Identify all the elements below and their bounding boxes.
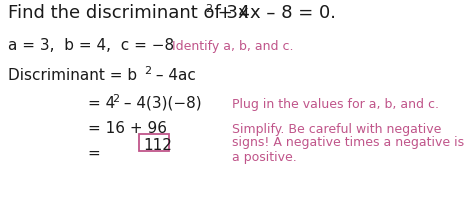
Text: 2: 2 <box>205 4 212 14</box>
Text: signs! A negative times a negative is: signs! A negative times a negative is <box>232 136 464 149</box>
Text: Identify a, b, and c.: Identify a, b, and c. <box>172 40 293 53</box>
Text: 112: 112 <box>143 138 172 153</box>
Text: Plug in the values for a, b, and c.: Plug in the values for a, b, and c. <box>232 98 439 111</box>
Text: 2: 2 <box>144 66 151 76</box>
FancyBboxPatch shape <box>139 134 169 151</box>
Text: = 16 + 96: = 16 + 96 <box>88 121 167 136</box>
Text: – 4(3)(−8): – 4(3)(−8) <box>119 96 201 111</box>
Text: 2: 2 <box>112 94 119 104</box>
Text: a positive.: a positive. <box>232 151 297 164</box>
Text: + 4x – 8 = 0.: + 4x – 8 = 0. <box>212 4 336 22</box>
Text: Discriminant = b: Discriminant = b <box>8 68 137 83</box>
Text: =: = <box>88 146 106 161</box>
Text: – 4ac: – 4ac <box>151 68 196 83</box>
Text: Simplify. Be careful with negative: Simplify. Be careful with negative <box>232 123 441 136</box>
Text: Find the discriminant of 3x: Find the discriminant of 3x <box>8 4 249 22</box>
Text: a = 3,  b = 4,  c = −8: a = 3, b = 4, c = −8 <box>8 38 174 53</box>
Text: = 4: = 4 <box>88 96 115 111</box>
